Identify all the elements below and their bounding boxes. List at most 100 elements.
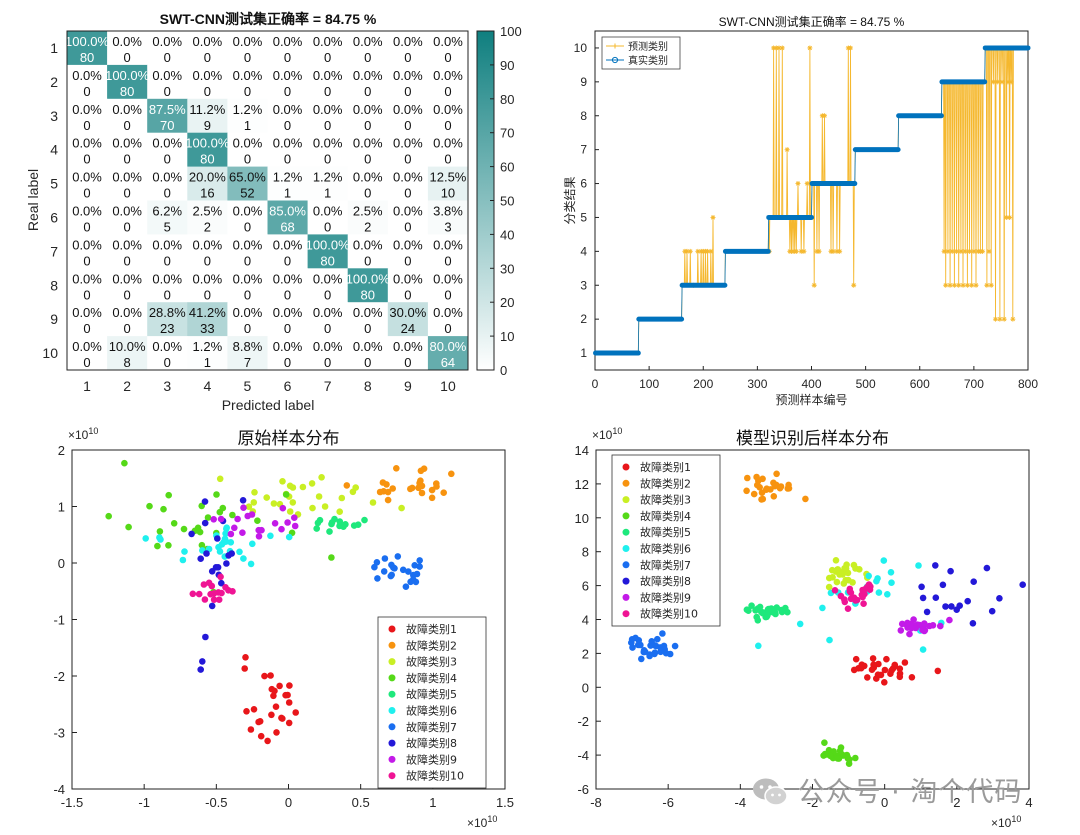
scatter-y-tick-label: 6 [582,579,589,594]
scatter-legend-label: 故障类别2 [406,638,457,652]
cm-cell [187,31,228,66]
scatter-point [199,658,206,665]
cm-cell [187,302,228,337]
scatter-point [904,619,911,627]
pred-legend-marker-true [611,56,619,64]
cm-y-tick: 4 [50,142,58,158]
cm-cell [387,98,429,134]
cm-y-tick: 8 [50,277,58,293]
cm-cell [107,31,148,66]
scatter-legend-label: 故障类别8 [406,736,457,750]
scatter-point [896,673,904,681]
cm-percent-label: 0.0% [433,271,463,286]
scatter-point [321,503,329,510]
scatter-legend-label: 故障类别6 [640,542,691,556]
cm-cell [307,268,349,303]
cm-count-label: 0 [324,287,331,302]
scatter-x-tick-label: 0 [881,795,888,810]
scatter-point [837,744,845,751]
scatter-point [744,474,751,482]
scatter-legend-label: 故障类别3 [406,655,457,669]
scatter-point [217,515,225,523]
predicted-error-marker [1007,214,1013,220]
cm-count-label: 0 [284,321,291,336]
cm-cell [147,64,188,100]
cm-cell [307,166,349,201]
scatter-point [121,459,128,467]
cm-count-label: 0 [244,253,251,268]
cm-cell [267,336,308,371]
scatter-point [188,530,195,538]
scatter-point [764,612,771,619]
cm-count-label: 0 [364,118,371,133]
cm-cell [147,166,188,201]
scatter-point [825,583,833,591]
scatter-legend-marker [622,593,630,601]
cm-percent-label: 0.0% [233,237,263,252]
scatter-point [763,485,770,493]
cm-percent-label: 80.0% [430,339,467,354]
scatter-point [243,708,250,715]
cm-count-label: 8 [124,355,131,370]
scatter-point [326,528,333,535]
cm-percent-label: 12.5% [430,170,467,185]
scatter-point [896,665,904,672]
cm-cell [387,132,429,167]
scatter-legend-marker [388,755,396,763]
scatter-legend-label: 故障类别7 [640,558,691,572]
cm-cell [347,302,389,337]
scatter-x-multiplier: ×1010 [991,814,1021,830]
scatter-point [921,620,928,627]
scatter-point [387,572,395,580]
pred-x-tick-label: 300 [747,377,767,391]
cm-count-label: 0 [124,118,131,133]
pred-x-tick-label: 800 [1018,377,1038,391]
cm-count-label: 33 [200,321,214,336]
scatter-y-multiplier: ×1010 [68,426,98,442]
cm-cell [67,132,108,167]
scatter-y-tick-label: 0 [582,680,589,695]
scatter-point [416,557,424,564]
cm-count-label: 0 [444,84,451,99]
scatter-point [258,526,265,534]
cm-x-tick: 7 [324,378,332,394]
predicted-error-marker [984,282,990,288]
cm-percent-label: 3.8% [433,204,463,219]
cm-cell [227,64,268,100]
cm-count-label: 0 [164,152,171,167]
scatter-x-tick-label: 4 [1025,795,1032,810]
cm-cell [267,132,308,167]
cm-cell [107,166,148,201]
predicted-error-marker [708,248,714,254]
cm-count-label: 1 [324,186,331,201]
scatter-legend-marker [388,690,396,698]
cm-percent-label: 1.2% [273,170,303,185]
watermark: 公众号 · 淘个代码 [752,770,1022,809]
scatter-point [247,726,255,733]
scatter-point [858,661,866,668]
cm-cell [307,234,349,269]
cm-count-label: 0 [444,152,451,167]
scatter-legend-marker [622,496,630,504]
cm-percent-label: 0.0% [353,305,383,320]
cm-percent-label: 0.0% [112,102,142,117]
scatter-point [754,617,762,624]
cm-count-label: 0 [164,84,171,99]
cm-percent-label: 0.0% [313,102,343,117]
scatter-point [292,709,300,716]
scatter-point [399,566,407,574]
colorbar-tick-label: 20 [500,295,514,310]
scatter-point [750,490,758,498]
scatter-point [205,579,213,587]
scatter-point [651,650,658,658]
scatter-x-tick-label: 1 [429,795,436,810]
cm-cell [147,302,188,337]
cm-percent-label: 0.0% [193,68,223,83]
scatter-point [880,557,888,564]
scatter-point [227,530,235,538]
pred-x-tick-label: 500 [856,377,876,391]
scatter-point [157,536,164,543]
cm-percent-label: 0.0% [273,136,303,151]
scatter-point [755,642,762,650]
cm-percent-label: 1.2% [233,102,263,117]
